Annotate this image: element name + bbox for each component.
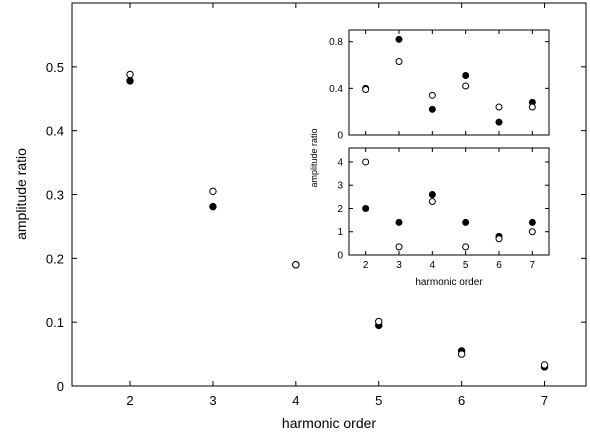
inset-top-point-open (395, 58, 403, 65)
inset-bottom-ytick-label: 0 (337, 251, 343, 262)
inset-x-axis-label: harmonic order (415, 277, 483, 288)
inset-top-plot: 0 0.4 0.8 (329, 29, 550, 142)
inset-bottom-xtick-label: 6 (496, 260, 502, 271)
inset-bottom-xtick-label: 7 (530, 260, 536, 271)
inset-bottom-point-open (528, 228, 536, 236)
inset-top-point-open (428, 91, 436, 99)
main-point-open (457, 350, 466, 358)
main-point-open (540, 361, 549, 369)
inset-top-background (349, 30, 549, 135)
main-plot: 2 3 4 5 6 7 0 0.1 0.2 0.3 0.4 0.5 harmonic order ampl… (13, 2, 587, 431)
main-point-open (126, 70, 134, 79)
inset-bottom-point-filled (362, 204, 370, 212)
main-ytick-label: 0.2 (46, 251, 64, 266)
inset-bottom-point-filled (528, 218, 536, 226)
main-xtick-label: 6 (458, 393, 465, 408)
inset-top-ytick-label: 0.4 (329, 84, 343, 95)
inset-bottom-xtick-label: 3 (396, 260, 402, 271)
main-point-filled (209, 202, 217, 211)
inset-bottom-point-open (462, 243, 470, 251)
main-xtick-label: 4 (292, 393, 299, 408)
main-ytick-label: 0.5 (46, 60, 64, 75)
main-xtick-label: 5 (375, 393, 382, 408)
main-xtick-label: 2 (126, 393, 133, 408)
inset-top-point-open (528, 103, 536, 111)
inset-top-point-open (462, 82, 470, 90)
inset-bottom-ytick-label: 4 (337, 157, 343, 168)
inset-top-ytick-label: 0 (337, 131, 343, 142)
inset-y-axis-label: amplitude ratio (309, 128, 319, 187)
inset-top-point-filled (428, 105, 436, 113)
inset-bottom-point-open (428, 198, 436, 205)
inset-bottom-frame (348, 147, 550, 256)
inset-bottom-point-filled (395, 218, 403, 226)
inset-bottom-plot: 2 3 4 5 6 7 0 1 2 3 4 harmonic order amplitude ratio (309, 128, 550, 288)
inset-bottom-ytick-label: 3 (337, 181, 343, 192)
inset-bottom-ytick-label: 2 (337, 204, 343, 215)
main-xtick-label: 3 (209, 393, 216, 408)
main-x-axis-label: harmonic order (282, 415, 376, 431)
main-point-open (209, 187, 217, 196)
inset-bottom-point-open (362, 158, 370, 166)
inset-bottom-background (349, 148, 549, 255)
main-point-open (375, 317, 383, 326)
inset-bottom-xtick-label: 5 (463, 260, 469, 271)
inset-top-point-filled (462, 72, 470, 79)
inset-top-point-filled (395, 35, 403, 43)
inset-top-point-open (362, 86, 370, 93)
inset-top-ytick-label: 0.8 (329, 37, 343, 48)
main-point-open (292, 261, 300, 269)
inset-bottom-ytick-label: 1 (337, 227, 343, 238)
main-ytick-label: 0.3 (46, 188, 64, 203)
inset-bottom-xtick-label: 4 (430, 260, 436, 271)
inset-bottom-point-open (395, 243, 403, 251)
inset-bottom-point-open (495, 235, 503, 243)
inset-top-point-filled (495, 118, 503, 126)
main-xtick-label: 7 (541, 393, 548, 408)
main-point-filled (126, 77, 134, 85)
inset-bottom-xtick-label: 2 (363, 260, 369, 271)
main-ytick-label: 0 (57, 379, 64, 394)
inset-bottom-point-filled (428, 191, 436, 199)
inset-bottom-point-filled (462, 218, 470, 226)
main-ytick-label: 0.1 (46, 315, 64, 330)
inset-top-point-open (495, 103, 503, 111)
inset-top-frame (348, 29, 550, 136)
main-y-axis-label: amplitude ratio (13, 148, 29, 240)
main-ytick-label: 0.4 (46, 124, 64, 139)
